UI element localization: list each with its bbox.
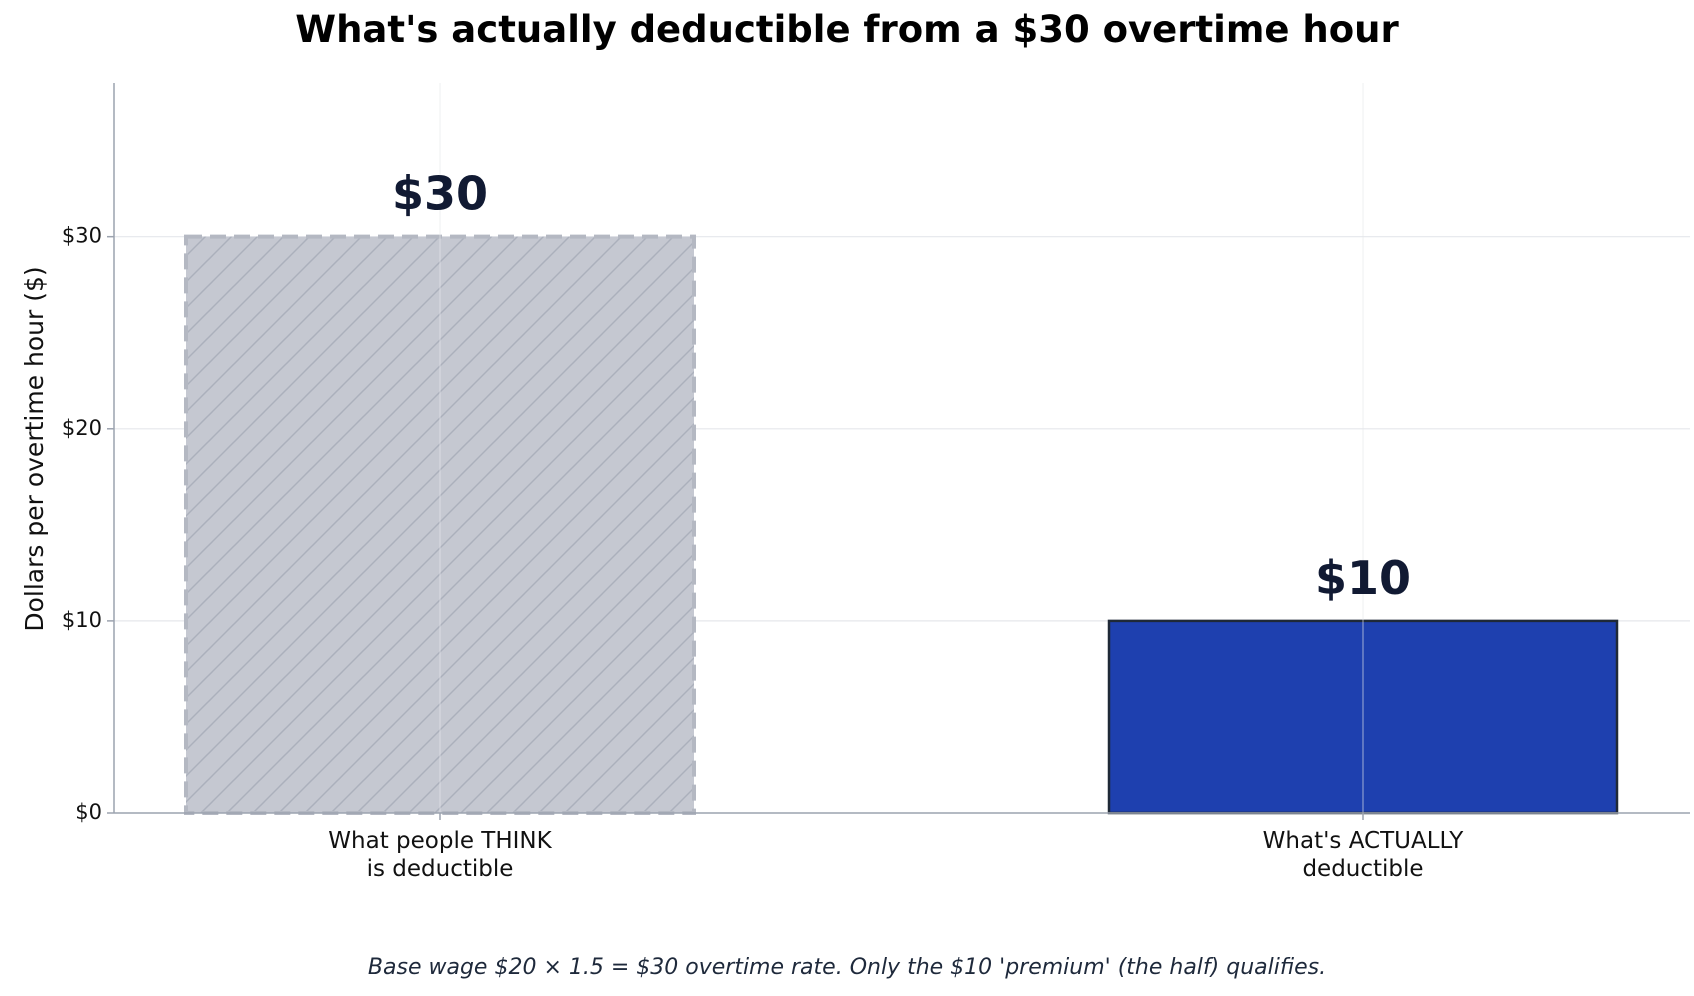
y-tick-label: $10 [62,608,102,632]
y-axis-label: Dollars per overtime hour ($) [20,266,49,631]
chart-caption: Base wage $20 × 1.5 = $30 overtime rate.… [367,955,1327,980]
bars [184,234,1619,815]
x-tick-label: deductible [1302,856,1423,882]
y-tick-label: $0 [75,800,102,824]
x-tick-label: is deductible [367,856,514,882]
bar-value-label: $10 [1315,551,1411,605]
y-tick-label: $30 [62,224,102,248]
x-tick-label: What people THINK [328,828,552,854]
axes [113,83,1690,814]
chart-title: What's actually deductible from a $30 ov… [295,8,1399,51]
x-tick-label: What's ACTUALLY [1263,828,1465,854]
vertical-grid [439,83,1364,813]
y-tick-label: $20 [62,416,102,440]
bar-value-label: $30 [392,167,488,221]
